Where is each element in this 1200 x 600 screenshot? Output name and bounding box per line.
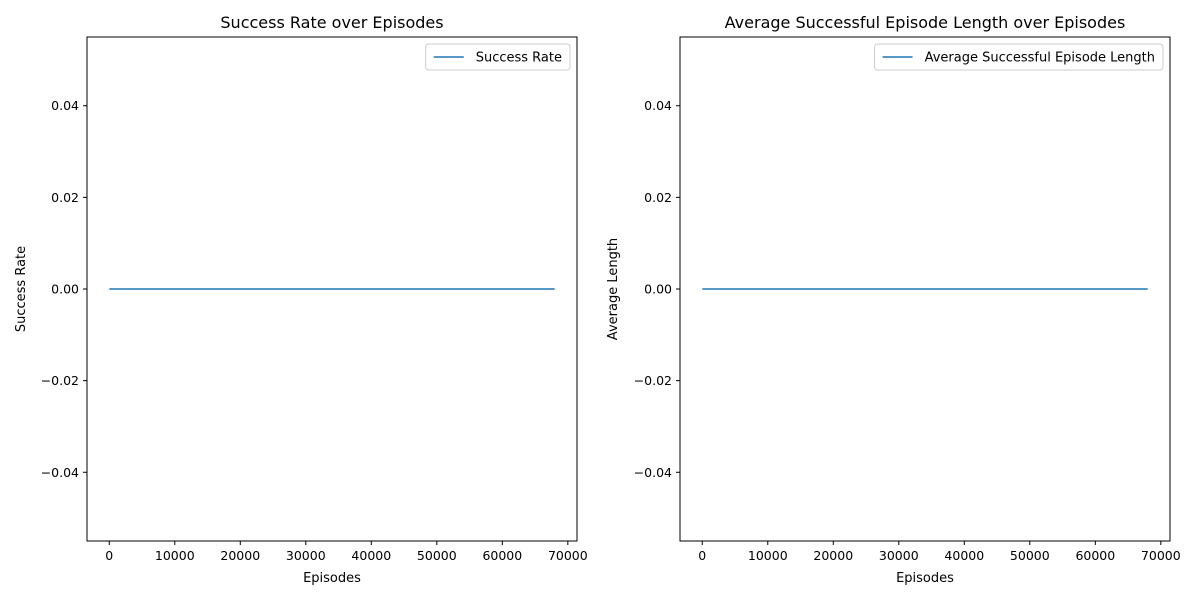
x-tick-label: 20000	[220, 548, 260, 563]
x-tick-label: 40000	[351, 548, 391, 563]
legend-entry: Success Rate	[476, 51, 562, 66]
y-tick-label: 0.04	[51, 98, 79, 113]
x-tick-label: 50000	[1010, 548, 1050, 563]
y-tick-label: 0.02	[644, 190, 672, 205]
y-tick-label: −0.02	[41, 373, 79, 388]
x-tick-label: 0	[698, 548, 706, 563]
chart-title: Average Successful Episode Length over E…	[725, 13, 1126, 32]
y-axis-label: Average Length	[606, 238, 621, 340]
axes-frame	[86, 36, 578, 542]
x-tick-label: 60000	[1075, 548, 1115, 563]
y-tick-label: −0.04	[634, 465, 672, 480]
y-tick-label: 0.00	[644, 282, 672, 297]
axis-ticks: 0 10000 20000 30000 40000 50000 60000 70000 −0.0…	[41, 98, 588, 563]
x-tick-label: 70000	[548, 548, 588, 563]
y-tick-label: −0.02	[634, 373, 672, 388]
legend-entry: Average Successful Episode Length	[925, 51, 1155, 66]
success-rate-chart: Success Rate over Episodes Episodes Succ…	[14, 13, 588, 586]
chart-title: Success Rate over Episodes	[220, 13, 443, 32]
x-tick-label: 30000	[286, 548, 326, 563]
average-length-chart: Average Successful Episode Length over E…	[606, 13, 1181, 586]
legend-box	[874, 43, 1164, 71]
axis-ticks: 0 10000 20000 30000 40000 50000 60000 70000 −0.0…	[634, 98, 1181, 563]
x-tick-label: 50000	[417, 548, 457, 563]
x-tick-label: 0	[105, 548, 113, 563]
x-tick-label: 30000	[879, 548, 919, 563]
x-axis-label: Episodes	[896, 571, 954, 586]
x-tick-label: 10000	[155, 548, 195, 563]
y-tick-label: 0.00	[51, 282, 79, 297]
x-tick-label: 70000	[1141, 548, 1181, 563]
x-tick-label: 60000	[482, 548, 522, 563]
y-tick-label: 0.04	[644, 98, 672, 113]
axes-frame	[679, 36, 1171, 542]
x-tick-label: 20000	[813, 548, 853, 563]
x-tick-label: 10000	[748, 548, 788, 563]
legend: Success Rate	[425, 43, 571, 71]
y-tick-label: −0.04	[41, 465, 79, 480]
x-tick-label: 40000	[944, 548, 984, 563]
x-axis-label: Episodes	[303, 571, 361, 586]
y-tick-label: 0.02	[51, 190, 79, 205]
y-axis-label: Success Rate	[14, 246, 29, 332]
legend: Average Successful Episode Length	[874, 43, 1164, 71]
legend-box	[425, 43, 571, 71]
